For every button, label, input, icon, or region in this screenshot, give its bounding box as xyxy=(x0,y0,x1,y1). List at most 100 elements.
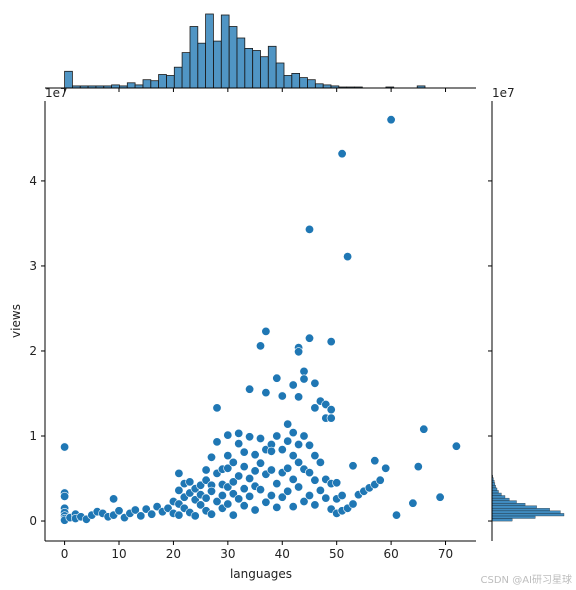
top-histogram-bar xyxy=(283,75,293,89)
right-histogram-bar xyxy=(491,510,561,514)
scatter-point xyxy=(310,451,320,461)
x-tick-label: 30 xyxy=(220,547,235,561)
scatter-point xyxy=(386,115,396,125)
scatter-point xyxy=(234,494,244,504)
scatter-point xyxy=(109,494,119,504)
x-tick-label: 60 xyxy=(383,547,398,561)
top-histogram-bar xyxy=(142,79,152,89)
scatter-point xyxy=(343,252,353,262)
right-histogram-bar xyxy=(491,505,537,509)
top-histogram-bar xyxy=(213,40,222,89)
right-histogram-bar xyxy=(491,490,499,494)
right-histogram-bar xyxy=(491,503,526,506)
y-tick-label: 4 xyxy=(29,174,37,188)
watermark: CSDN @AI研习星球 xyxy=(480,575,572,586)
x-axis-ticks: 0 10 20 30 40 50 60 70 xyxy=(61,541,453,561)
scatter-point xyxy=(245,384,255,394)
top-histogram-bar xyxy=(126,82,136,89)
y-axis-label: views xyxy=(9,304,23,338)
scatter-point xyxy=(190,511,200,521)
scatter-point xyxy=(304,440,314,450)
scatter-point xyxy=(228,510,238,520)
y-tick-label: 1 xyxy=(29,429,37,443)
scatter-point xyxy=(234,428,244,438)
scatter-point xyxy=(228,477,238,487)
scatter-point xyxy=(304,490,314,500)
scatter-point xyxy=(223,482,233,492)
scatter-point xyxy=(283,419,293,429)
scatter-point xyxy=(283,436,293,446)
scatter-point xyxy=(239,484,249,494)
top-histogram-bar xyxy=(220,14,230,89)
scatter-point xyxy=(332,478,342,488)
scatter-point xyxy=(408,498,418,508)
scatter-point xyxy=(310,378,320,388)
scatter-point xyxy=(451,441,461,451)
top-histogram-bar xyxy=(173,66,183,89)
scatter-point xyxy=(288,428,298,438)
scatter-point xyxy=(277,445,287,455)
y-tick-label: 0 xyxy=(29,514,37,528)
scatter-point xyxy=(315,485,325,495)
top-histogram-bar xyxy=(189,26,199,89)
scatter-point xyxy=(114,506,124,516)
scatter-point xyxy=(212,403,222,413)
y-tick-label: 3 xyxy=(29,259,37,273)
scatter-point xyxy=(299,496,309,506)
scatter-point xyxy=(60,491,70,501)
scatter-point xyxy=(266,465,276,475)
scatter-point xyxy=(294,392,304,402)
scatter-point xyxy=(207,509,217,519)
scatter-point xyxy=(326,413,336,423)
top-histogram-bar xyxy=(291,73,300,89)
scatter-point xyxy=(326,337,336,347)
scatter-point xyxy=(141,504,151,514)
x-tick-label: 10 xyxy=(111,547,126,561)
top-histogram-bar xyxy=(181,52,191,89)
scatter-point xyxy=(223,499,233,509)
scatter-point xyxy=(239,462,249,472)
scatter-point xyxy=(435,492,445,502)
scatter-point xyxy=(299,431,309,441)
scatter-point xyxy=(310,475,320,485)
scatter-point xyxy=(277,492,287,502)
right-histogram-bar xyxy=(491,515,536,519)
right-marginal-histogram xyxy=(491,474,565,522)
scatter-point xyxy=(337,149,347,159)
scatter-point xyxy=(255,341,265,351)
scatter-point xyxy=(245,473,255,483)
scatter-point xyxy=(391,510,401,520)
scatter-point xyxy=(250,505,260,515)
scatter-point xyxy=(201,493,211,503)
top-histogram-bar xyxy=(267,45,277,89)
scatter-point xyxy=(261,497,271,507)
top-histogram-bar xyxy=(236,37,246,89)
x-tick-label: 20 xyxy=(166,547,181,561)
x-tick-label: 50 xyxy=(329,547,344,561)
scatter-point xyxy=(283,486,293,496)
y-tick-label: 2 xyxy=(29,344,37,358)
scatter-point xyxy=(266,490,276,500)
right-histogram-ticks xyxy=(488,180,492,522)
scatter-point xyxy=(337,490,347,500)
scatter-point xyxy=(294,439,304,449)
scatter-point xyxy=(321,493,331,503)
scatter-point xyxy=(255,485,265,495)
scatter-point xyxy=(174,468,184,478)
scatter-point xyxy=(272,373,282,383)
scatter-point xyxy=(419,424,429,434)
scatter-point xyxy=(245,432,255,442)
top-histogram-bar xyxy=(197,42,207,89)
top-histogram-bar xyxy=(228,26,238,89)
x-tick-label: 0 xyxy=(61,547,69,561)
scatter-point xyxy=(299,374,309,384)
scatter-point xyxy=(201,465,211,475)
scatter-point xyxy=(174,485,184,495)
scatter-point xyxy=(174,510,184,520)
scatter-point xyxy=(261,388,271,398)
top-histogram-bar xyxy=(260,56,269,89)
scatter-point xyxy=(272,431,282,441)
scatter-point xyxy=(288,380,298,390)
scatter-point xyxy=(288,451,298,461)
scatter-point xyxy=(60,442,70,452)
